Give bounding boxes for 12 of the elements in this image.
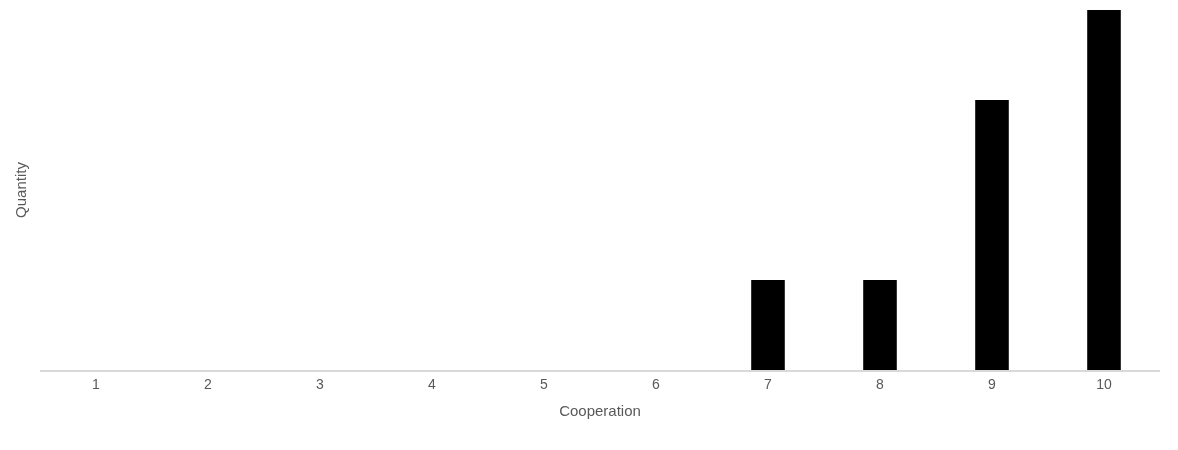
x-tick-label: 7 <box>764 375 773 392</box>
y-axis-title: Quantity <box>12 161 30 218</box>
x-tick-label: 10 <box>1096 375 1112 392</box>
x-tick-label: 9 <box>988 375 997 392</box>
x-tick-label: 8 <box>876 375 885 392</box>
x-tick-label: 5 <box>540 375 549 392</box>
x-tick-label: 1 <box>92 375 101 392</box>
x-tick-label: 3 <box>316 375 325 392</box>
x-tick-label: 2 <box>204 375 213 392</box>
x-tick-label: 4 <box>428 375 437 392</box>
x-axis-title: Cooperation <box>559 402 641 420</box>
x-tick-label: 6 <box>652 375 661 392</box>
